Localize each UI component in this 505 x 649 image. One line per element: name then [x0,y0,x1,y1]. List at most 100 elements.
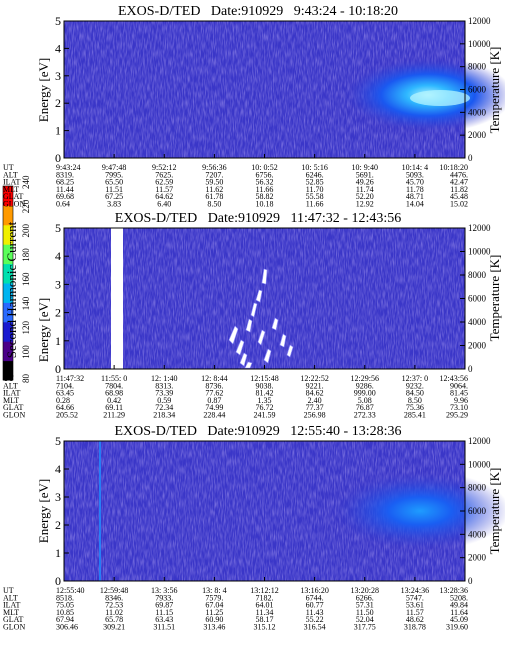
ephemeris-row-name: UT [3,374,14,383]
colorbar-tick-label: 160 [21,272,31,286]
ephemeris-value: 11.66 [256,185,274,194]
ephemeris-value: 58.17 [256,615,274,624]
ephemeris-value: 319.60 [446,623,468,632]
ephemeris-value: 45.48 [450,192,468,201]
ephemeris-value: 72.53 [105,601,123,610]
right-tick-label: 0 [468,364,473,374]
right-tick-label: 8000 [468,483,487,493]
ephemeris-value: 309.21 [103,623,125,632]
right-tick-label: 6000 [468,85,487,95]
ephemeris-value: 12: 1:40 [151,374,177,383]
ephemeris-value: 65.78 [105,615,123,624]
panel-3-ylabel-right: Temperature [K] [487,468,502,555]
ephemeris-value: 65.50 [105,178,123,187]
ephemeris-value: 316.54 [304,623,326,632]
ephemeris-value: 76.72 [256,403,274,412]
ephemeris-value: 7207. [205,170,223,179]
right-tick-label: 2000 [468,341,487,351]
ephemeris-value: 318.78 [404,623,426,632]
ephemeris-value: 61.78 [205,192,223,201]
ephemeris-value: 205.52 [56,411,78,420]
ephemeris-value: 6.40 [157,200,171,209]
ephemeris-value: 13: 3:56 [151,586,177,595]
ephemeris-value: 13:16:20 [300,586,328,595]
panel-3-title: EXOS-D/TED Date:910929 12:55:40 - 13:28:… [115,424,402,439]
colorbar-segment [3,302,13,323]
ephemeris-value: 11.62 [206,185,224,194]
ephemeris-value: 9064. [450,381,468,390]
right-tick-label: 6000 [468,506,487,516]
ephemeris-value: 74.99 [205,403,223,412]
colorbar-segment [3,186,13,206]
ephemeris-value: 45.09 [450,615,468,624]
ephemeris-value: 6266. [356,593,374,602]
right-tick-label: 4000 [468,317,487,327]
right-tick-label: 10000 [468,39,491,49]
spectrogram-panel-1: EXOS-D/TED Date:910929 9:43:24 - 10:18:2… [3,4,505,209]
ephemeris-value: 53.61 [406,601,424,610]
ephemeris-value: 8319. [56,170,74,179]
ephemeris-value: 5.08 [358,396,372,405]
ephemeris-value: 73.10 [450,403,468,412]
ephemeris-value: 64.62 [155,192,173,201]
right-tick-label: 2000 [468,553,487,563]
ephemeris-value: 56.32 [256,178,274,187]
ephemeris-value: 81.42 [256,389,274,398]
colorbar: 80 100 120 140 160 180 200 220 240 Second Harmon… [2,175,31,383]
colorbar-tick-label: 180 [21,248,31,262]
ephemeris-value: 12: 8:44 [201,374,227,383]
colorbar-label: Second Harmonic Current [4,221,19,358]
ephemeris-value: 12:59:48 [100,586,128,595]
colorbar-tick-label: 100 [21,345,31,359]
ephemeris-row-name: GLAT [3,403,24,412]
ephemeris-value: 81.45 [450,389,468,398]
ephemeris-row-name: ILAT [3,601,20,610]
ephemeris-value: 75.36 [406,403,424,412]
ephemeris-value: 10: 5:16 [301,163,327,172]
y-tick-label: 1 [55,124,61,138]
right-tick-label: 10000 [468,459,491,469]
ephemeris-value: 0.28 [56,396,70,405]
ephemeris-value: 68.98 [105,389,123,398]
ephemeris-row-name: ILAT [3,178,20,187]
y-tick-label: 0 [55,574,61,588]
ephemeris-value: 285.41 [404,411,426,420]
ephemeris-value: 5208. [450,593,468,602]
ephemeris-value: 1.35 [258,396,272,405]
ephemeris-value: 295.29 [446,411,468,420]
colorbar-segment [3,205,13,226]
ephemeris-value: 9221. [306,381,324,390]
ephemeris-value: 9:56:36 [202,163,226,172]
ephemeris-row-name: MLT [3,185,19,194]
colorbar-tick-label: 140 [21,296,31,310]
ephemeris-value: 256.98 [304,411,326,420]
colorbar-segment [3,263,13,284]
ephemeris-row-name: UT [3,586,14,595]
right-tick-label: 0 [468,153,473,163]
y-tick-label: 0 [55,151,61,165]
ephemeris-value: 13:20:28 [351,586,379,595]
colorbar-segment [3,321,13,342]
ephemeris-value: 12:37: 0 [402,374,428,383]
ephemeris-value: 11.66 [306,200,324,209]
y-tick-label: 3 [55,490,61,504]
ephemeris-value: 15.02 [450,200,468,209]
ephemeris-value: 11:55: 0 [101,374,127,383]
ephemeris-value: 11.44 [56,185,74,194]
colorbar-segment [3,341,13,362]
ephemeris-value: 69.11 [105,403,123,412]
ephemeris-value: 11.25 [206,608,224,617]
ephemeris-row-name: UT [3,163,14,172]
ephemeris-value: 5691. [356,170,374,179]
ephemeris-value: 241.59 [254,411,276,420]
ephemeris-value: 52.20 [356,192,374,201]
ephemeris-value: 48.71 [406,192,424,201]
y-tick-label: 0 [55,362,61,376]
ephemeris-value: 49.84 [450,601,468,610]
ephemeris-value: 77.62 [205,389,223,398]
ephemeris-value: 11.51 [105,185,123,194]
colorbar-segment [3,360,13,381]
ephemeris-value: 272.33 [354,411,376,420]
y-tick-label: 5 [55,434,61,448]
ephemeris-value: 11.43 [306,608,324,617]
